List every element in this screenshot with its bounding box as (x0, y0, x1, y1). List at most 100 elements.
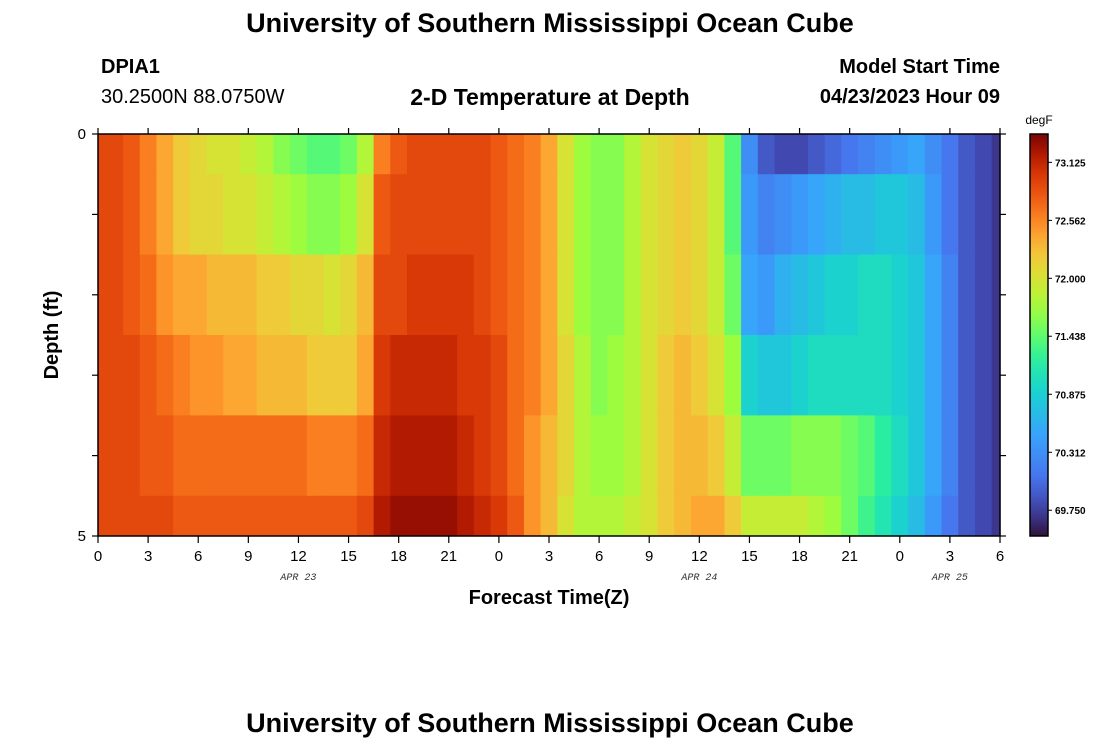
heatmap-cell (290, 254, 308, 336)
x-tick-label: 18 (390, 548, 407, 565)
x-tick-label: 3 (545, 548, 553, 565)
heatmap-cell (724, 495, 742, 537)
x-tick-label: 6 (595, 548, 603, 565)
x-tick-label: 21 (841, 548, 858, 565)
heatmap-cell (624, 134, 642, 175)
heatmap-cell (189, 134, 208, 175)
heatmap-cell (173, 415, 191, 497)
heatmap-cell (98, 415, 107, 497)
heatmap-cell (640, 174, 659, 255)
heatmap-cell (807, 415, 826, 497)
heatmap-cell (974, 335, 993, 416)
heatmap-cell (774, 415, 792, 497)
heatmap-cell (156, 174, 174, 255)
heatmap-cell (423, 335, 442, 416)
heatmap-cell (407, 254, 425, 336)
heatmap-cell (290, 415, 308, 497)
heatmap-cell (306, 415, 325, 497)
heatmap-cell (206, 174, 224, 255)
heatmap-cell (824, 134, 842, 175)
heatmap-cell (941, 335, 959, 416)
heatmap-cell (373, 495, 391, 537)
heatmap-cell (590, 254, 609, 336)
heatmap-cell (657, 415, 675, 497)
heatmap-cell (724, 335, 742, 416)
heatmap-cell (523, 134, 542, 175)
heatmap-cell (390, 134, 408, 175)
heatmap-cell (457, 134, 475, 175)
heatmap-cell (490, 254, 508, 336)
heatmap-cell (791, 335, 809, 416)
heatmap-cell (306, 134, 325, 175)
x-tick-label: 18 (791, 548, 808, 565)
heatmap-cell (908, 134, 926, 175)
heatmap-cell (98, 335, 107, 416)
heatmap-cell (624, 495, 642, 537)
heatmap-cell (874, 254, 893, 336)
heatmap-cell (507, 495, 525, 537)
heatmap-cell (607, 335, 625, 416)
heatmap-cell (874, 415, 893, 497)
heatmap-cell (924, 254, 943, 336)
heatmap-cell (891, 134, 909, 175)
heatmap-cell (908, 174, 926, 255)
heatmap-cell (757, 134, 776, 175)
heatmap-cell (523, 415, 542, 497)
x-tick-label: 15 (741, 548, 758, 565)
heatmap-cell (256, 254, 274, 336)
heatmap-cell (440, 415, 458, 497)
heatmap-cell (657, 495, 675, 537)
heatmap-cell (974, 254, 993, 336)
heatmap-cell (941, 495, 959, 537)
heatmap-cell (774, 134, 792, 175)
heatmap-cell (256, 134, 274, 175)
colorbar-tick-label: 69.750 (1055, 506, 1086, 517)
heatmap-cell (858, 335, 876, 416)
heatmap-cell (523, 174, 542, 255)
heatmap-cell (507, 415, 525, 497)
heatmap-cell (407, 174, 425, 255)
heatmap-cell (239, 335, 258, 416)
heatmap-cell (123, 254, 141, 336)
heatmap-cell (824, 415, 842, 497)
heatmap-cell (924, 335, 943, 416)
heatmap-cell (206, 415, 224, 497)
heatmap-cell (457, 254, 475, 336)
heatmap-cell (490, 134, 508, 175)
heatmap-cell (156, 254, 174, 336)
heatmap-cell (98, 495, 107, 537)
heatmap-cell (807, 495, 826, 537)
heatmap-cell (841, 134, 859, 175)
heatmap-cell (607, 495, 625, 537)
heatmap-cell (958, 254, 976, 336)
heatmap-cell (607, 134, 625, 175)
footer-title: University of Southern Mississippi Ocean… (246, 708, 854, 738)
heatmap-cell (373, 174, 391, 255)
heatmap-cell (323, 335, 341, 416)
heatmap-cell (306, 495, 325, 537)
heatmap-cell (156, 415, 174, 497)
heatmap-cell (590, 415, 609, 497)
heatmap-cell (323, 254, 341, 336)
heatmap-cell (156, 495, 174, 537)
chart-title: University of Southern Mississippi Ocean… (246, 8, 854, 38)
heatmap-cell (540, 495, 558, 537)
heatmap-cell (724, 415, 742, 497)
heatmap-cell (807, 134, 826, 175)
heatmap-cell (757, 415, 776, 497)
colorbar-gradient (1029, 133, 1049, 537)
heatmap-cell (941, 174, 959, 255)
heatmap-cell (540, 415, 558, 497)
heatmap-cell (223, 174, 241, 255)
heatmap-cell (891, 335, 909, 416)
heatmap-cell (139, 174, 158, 255)
heatmap-cell (724, 254, 742, 336)
heatmap-cell (440, 495, 458, 537)
heatmap-cell (924, 415, 943, 497)
heatmap-cell (340, 134, 358, 175)
heatmap-cell (290, 174, 308, 255)
heatmap-cell (507, 174, 525, 255)
heatmap-cell (858, 415, 876, 497)
heatmap-cell (457, 335, 475, 416)
heatmap-cell (440, 335, 458, 416)
